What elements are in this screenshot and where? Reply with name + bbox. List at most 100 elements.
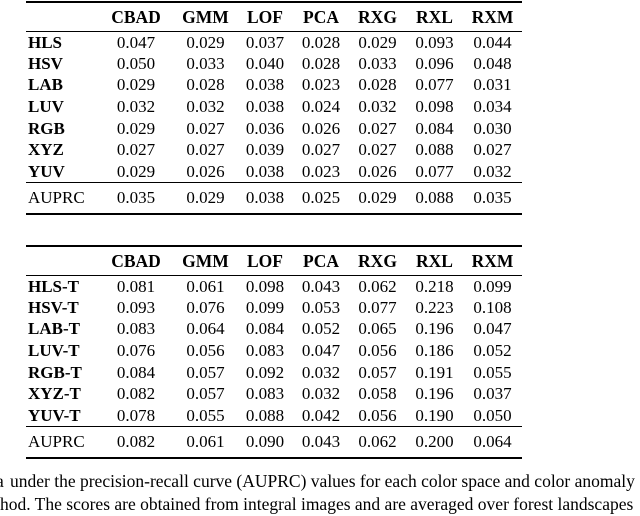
header-row: CBAD GMM LOF PCA RXG RXL RXM xyxy=(26,1,522,32)
table-row: HLS 0.047 0.029 0.037 0.028 0.029 0.093 … xyxy=(26,32,522,54)
column-header: GMM xyxy=(174,1,237,32)
value-cell: 0.062 xyxy=(358,276,397,296)
table-row: RGB 0.029 0.027 0.036 0.026 0.027 0.084 … xyxy=(26,118,522,140)
value-cell: 0.032 xyxy=(463,161,522,184)
value-cell: 0.048 xyxy=(473,53,512,73)
value-cell: 0.098 xyxy=(415,97,454,117)
summary-row: AUPRC 0.082 0.061 0.090 0.043 0.062 0.20… xyxy=(26,426,522,459)
value-cell: 0.027 xyxy=(301,140,341,160)
value-cell: 0.028 xyxy=(301,32,341,52)
value-cell: 0.028 xyxy=(358,75,397,95)
value-cell: 0.056 xyxy=(349,405,406,428)
value-cell: 0.026 xyxy=(301,118,341,138)
value-cell: 0.050 xyxy=(463,405,522,428)
value-cell: 0.186 xyxy=(415,341,454,361)
table-row: HSV 0.050 0.033 0.040 0.028 0.033 0.096 … xyxy=(26,53,522,75)
value-cell: 0.038 xyxy=(245,97,285,117)
value-cell: 0.029 xyxy=(116,118,156,138)
row-label: RGB-T xyxy=(28,362,82,382)
table-row: LUV 0.032 0.032 0.038 0.024 0.032 0.098 … xyxy=(26,96,522,118)
value-cell: 0.083 xyxy=(245,384,285,404)
value-cell: 0.065 xyxy=(358,319,397,339)
value-cell: 0.040 xyxy=(245,53,285,73)
value-cell: 0.196 xyxy=(415,384,454,404)
value-cell: 0.052 xyxy=(473,341,512,361)
column-header: RXL xyxy=(406,1,463,32)
row-label: LUV-T xyxy=(28,341,80,361)
value-cell: 0.084 xyxy=(116,362,156,382)
value-cell: 0.064 xyxy=(186,319,225,339)
value-cell: 0.196 xyxy=(415,319,454,339)
column-header: RXM xyxy=(463,245,522,276)
value-cell: 0.029 xyxy=(98,161,174,184)
value-cell: 0.200 xyxy=(406,426,463,459)
value-cell: 0.223 xyxy=(415,297,454,317)
value-cell: 0.029 xyxy=(116,75,156,95)
value-cell: 0.027 xyxy=(116,140,156,160)
column-header: PCA xyxy=(293,1,349,32)
value-cell: 0.038 xyxy=(237,182,293,215)
value-cell: 0.099 xyxy=(473,276,512,296)
value-cell: 0.047 xyxy=(301,341,341,361)
value-cell: 0.088 xyxy=(237,405,293,428)
value-cell: 0.032 xyxy=(301,384,341,404)
value-cell: 0.093 xyxy=(116,297,156,317)
value-cell: 0.032 xyxy=(186,97,225,117)
corner-cell xyxy=(26,245,98,276)
summary-label: AUPRC xyxy=(26,182,98,215)
value-cell: 0.026 xyxy=(174,161,237,184)
value-cell: 0.027 xyxy=(358,140,397,160)
value-cell: 0.028 xyxy=(301,53,341,73)
column-header: RXG xyxy=(349,1,406,32)
summary-row: AUPRC 0.035 0.029 0.038 0.025 0.029 0.08… xyxy=(26,182,522,215)
value-cell: 0.084 xyxy=(415,118,454,138)
value-cell: 0.064 xyxy=(463,426,522,459)
value-cell: 0.057 xyxy=(358,362,397,382)
value-cell: 0.038 xyxy=(245,75,285,95)
value-cell: 0.191 xyxy=(415,362,454,382)
value-cell: 0.028 xyxy=(186,75,225,95)
row-label: RGB xyxy=(28,118,65,138)
value-cell: 0.029 xyxy=(358,32,397,52)
value-cell: 0.024 xyxy=(301,97,341,117)
auprc-table-1: CBAD GMM LOF PCA RXG RXL RXM HLS 0.047 0… xyxy=(26,1,522,215)
value-cell: 0.057 xyxy=(186,384,225,404)
table-row: LAB-T 0.083 0.064 0.084 0.052 0.065 0.19… xyxy=(26,319,522,341)
value-cell: 0.096 xyxy=(415,53,454,73)
value-cell: 0.037 xyxy=(473,384,512,404)
value-cell: 0.088 xyxy=(415,140,454,160)
table-row: HLS-T 0.081 0.061 0.098 0.043 0.062 0.21… xyxy=(26,276,522,298)
value-cell: 0.053 xyxy=(301,297,341,317)
value-cell: 0.047 xyxy=(473,319,512,339)
value-cell: 0.029 xyxy=(349,182,406,215)
table-row: YUV 0.029 0.026 0.038 0.023 0.026 0.077 … xyxy=(26,161,522,184)
value-cell: 0.035 xyxy=(98,182,174,215)
row-label: HLS xyxy=(28,32,63,52)
row-label: HLS-T xyxy=(28,276,80,296)
value-cell: 0.092 xyxy=(245,362,285,382)
value-cell: 0.050 xyxy=(116,53,156,73)
caption-text-1: under the precision-recall curve (AUPRC)… xyxy=(10,471,635,491)
value-cell: 0.088 xyxy=(406,182,463,215)
value-cell: 0.081 xyxy=(116,276,156,296)
value-cell: 0.029 xyxy=(174,182,237,215)
value-cell: 0.043 xyxy=(293,426,349,459)
value-cell: 0.043 xyxy=(301,276,341,296)
value-cell: 0.055 xyxy=(473,362,512,382)
value-cell: 0.035 xyxy=(463,182,522,215)
value-cell: 0.034 xyxy=(473,97,512,117)
auprc-table-2: CBAD GMM LOF PCA RXG RXL RXM HLS-T 0.081… xyxy=(26,245,522,459)
row-label: HSV xyxy=(28,53,63,73)
value-cell: 0.027 xyxy=(186,118,225,138)
value-cell: 0.218 xyxy=(415,276,454,296)
value-cell: 0.061 xyxy=(174,426,237,459)
value-cell: 0.077 xyxy=(406,161,463,184)
value-cell: 0.056 xyxy=(358,341,397,361)
table-row: LAB 0.029 0.028 0.038 0.023 0.028 0.077 … xyxy=(26,75,522,97)
value-cell: 0.033 xyxy=(358,53,397,73)
value-cell: 0.032 xyxy=(358,97,397,117)
value-cell: 0.032 xyxy=(116,97,156,117)
caption-line-2: hod. The scores are obtained from integr… xyxy=(0,493,640,516)
caption-cutoff-fragment: a xyxy=(0,470,4,493)
value-cell: 0.058 xyxy=(358,384,397,404)
